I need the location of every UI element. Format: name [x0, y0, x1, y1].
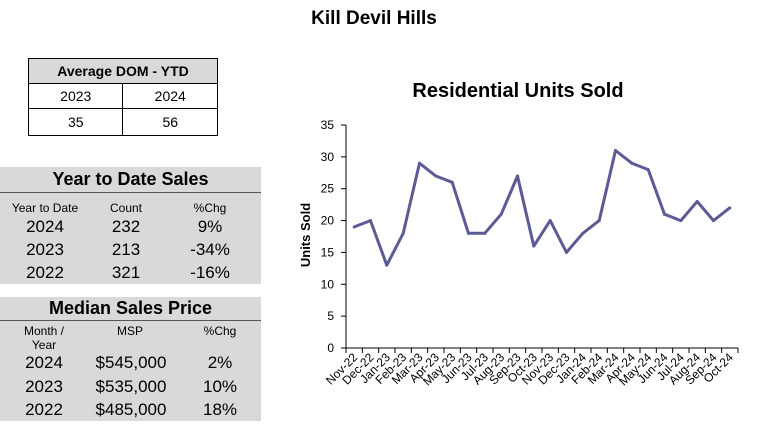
dom-year-cell: 2023 [27, 83, 124, 109]
x-axis: Nov-22Dec-22Jan-23Feb-23Mar-23Apr-23May-… [323, 347, 739, 388]
change-cell: -16% [190, 263, 230, 282]
msp-cell: $545,000 [95, 353, 167, 372]
year-cell: 2023 [26, 240, 64, 259]
median-price-panel: Median Sales Price Month / MSP %Chg Year… [0, 297, 261, 421]
data-point [614, 148, 617, 152]
data-point [467, 231, 470, 235]
data-point [385, 263, 389, 267]
data-point [499, 212, 503, 216]
data-point [434, 174, 438, 178]
column-header: Count [109, 201, 143, 215]
median-price-title: Median Sales Price [0, 297, 261, 321]
year-cell: 2022 [25, 400, 63, 419]
y-tick-label: 10 [321, 277, 335, 291]
data-point [663, 212, 666, 216]
y-tick-label: 5 [327, 309, 334, 323]
count-cell: 232 [111, 217, 141, 236]
data-point [630, 161, 634, 165]
change-cell: 2% [207, 353, 233, 372]
data-point [352, 225, 356, 229]
column-header: MSP [116, 324, 143, 338]
dom-value-cell: 56 [122, 108, 218, 136]
ytd-sales-panel: Year to Date Sales Year to Date Count %C… [0, 167, 261, 284]
y-tick-label: 0 [327, 341, 334, 355]
dom-year-cell: 2024 [122, 83, 218, 109]
data-point [483, 231, 487, 235]
msp-cell: $485,000 [95, 400, 167, 419]
data-point [581, 231, 585, 235]
average-dom-table: Average DOM - YTD 2023 2024 35 56 [27, 58, 218, 136]
series-line [353, 149, 731, 267]
y-axis: 0 5 10 15 20 25 30 35 [321, 118, 347, 355]
data-point [532, 244, 536, 248]
y-tick-label: 25 [321, 182, 335, 196]
y-axis-label: Units Sold [298, 203, 313, 267]
data-point [597, 219, 601, 223]
y-tick-label: 35 [321, 118, 335, 132]
data-point [712, 219, 715, 223]
data-point [418, 161, 421, 165]
msp-cell: $535,000 [95, 377, 167, 396]
ytd-sales-title: Year to Date Sales [0, 167, 261, 193]
data-points [352, 148, 732, 267]
dom-value-cell: 35 [27, 108, 124, 136]
ytd-sales-column-headers: Year to Date Count %Chg [0, 201, 261, 215]
data-point [646, 168, 650, 172]
change-cell: -34% [190, 240, 230, 259]
count-cell: 321 [111, 263, 141, 282]
year-cell: 2024 [26, 217, 64, 236]
page-title: Kill Devil Hills [311, 8, 437, 29]
data-point [516, 174, 519, 178]
dom-table-header: Average DOM - YTD [28, 58, 218, 84]
chart-title: Residential Units Sold [412, 80, 624, 102]
data-point [679, 219, 683, 223]
change-cell: 9% [197, 217, 223, 236]
y-tick-label: 30 [321, 150, 335, 164]
column-header: %Chg [193, 201, 227, 215]
data-point [369, 219, 372, 223]
median-price-column-headers-line2: Year [0, 338, 261, 352]
column-header: Year [31, 338, 57, 352]
data-point [565, 250, 568, 254]
count-cell: 213 [111, 240, 141, 259]
data-point [450, 180, 454, 184]
column-header: %Chg [203, 324, 237, 338]
data-point [548, 219, 552, 223]
data-point [695, 199, 699, 203]
year-cell: 2023 [25, 377, 63, 396]
median-price-column-headers: Month / MSP %Chg [0, 324, 261, 338]
year-cell: 2022 [26, 263, 64, 282]
column-header: Year to Date [11, 201, 79, 215]
y-tick-label: 15 [321, 245, 335, 259]
year-cell: 2024 [25, 353, 63, 372]
data-point [401, 231, 405, 235]
data-point [728, 206, 732, 210]
change-cell: 10% [202, 377, 238, 396]
y-tick-label: 20 [321, 214, 335, 228]
units-sold-chart: 0 5 10 15 20 25 30 35 Nov-22Dec-22Jan-23Feb-23M… [298, 118, 739, 388]
change-cell: 18% [202, 400, 238, 419]
column-header: Month / [23, 324, 65, 338]
